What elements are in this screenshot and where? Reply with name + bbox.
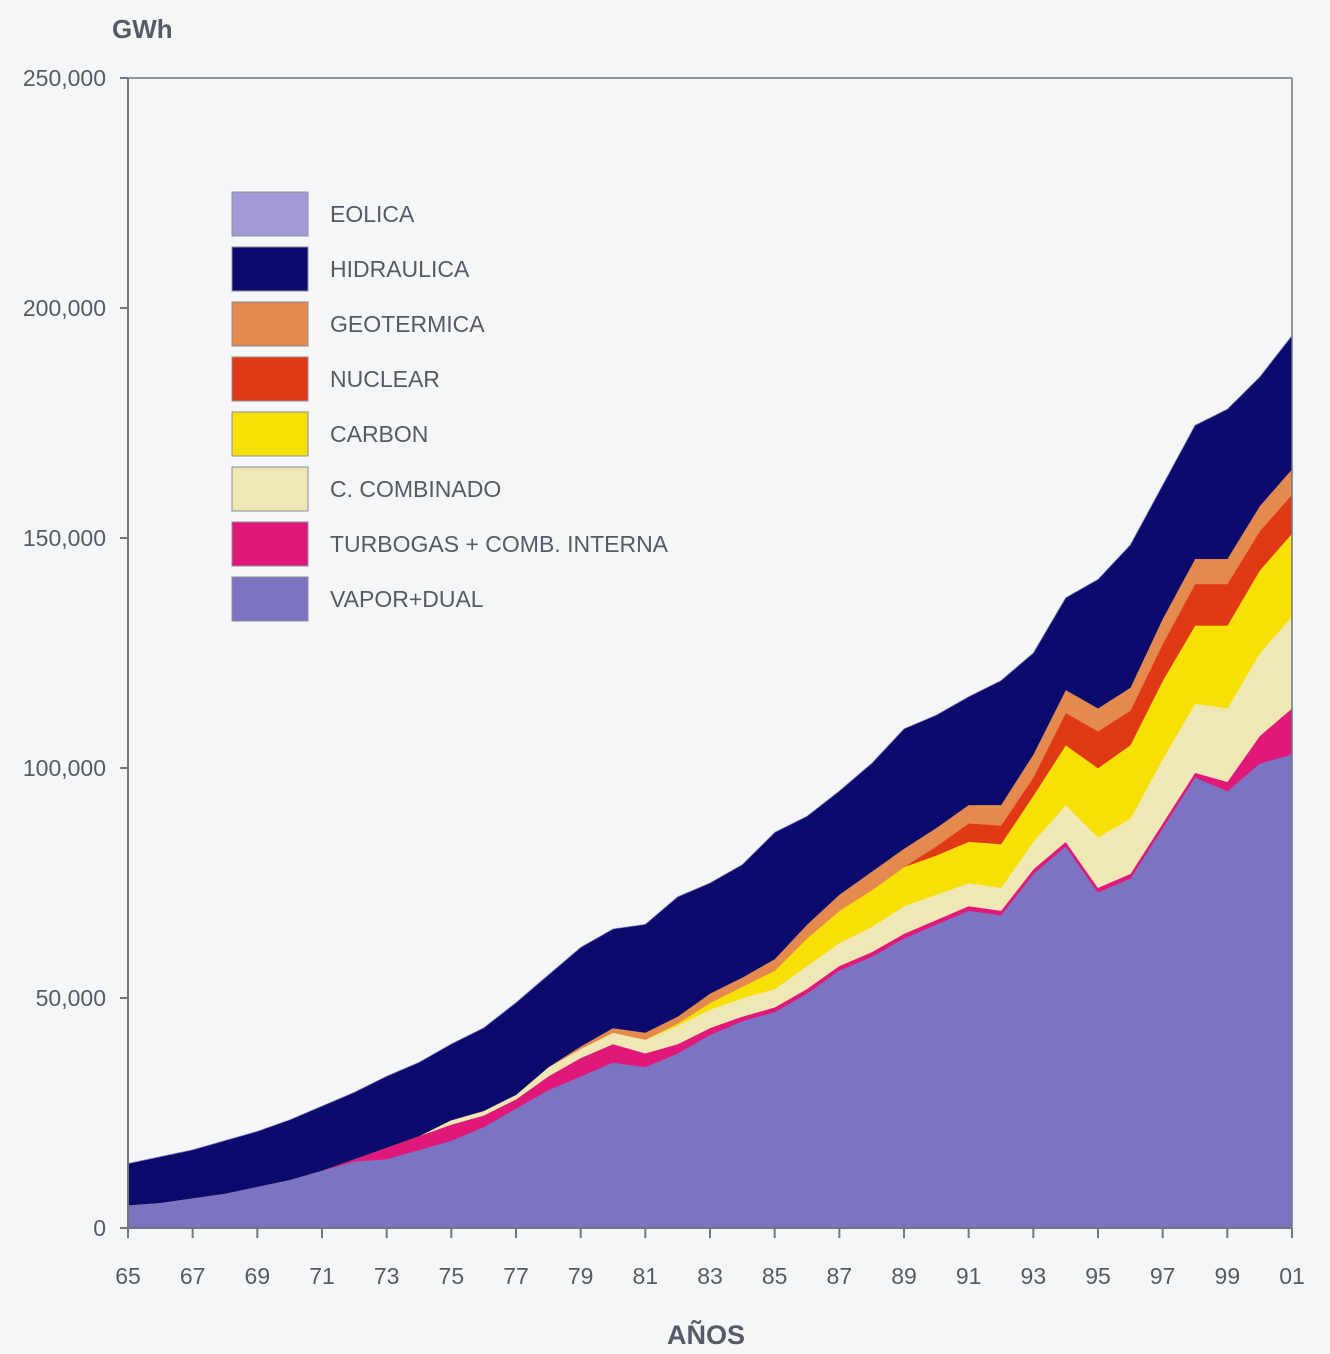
x-tick-label: 85 — [762, 1263, 788, 1289]
legend-label-geotermica: GEOTERMICA — [330, 311, 485, 337]
x-tick-label: 67 — [180, 1263, 206, 1289]
x-tick-label: 79 — [568, 1263, 594, 1289]
y-tick-label: 0 — [93, 1215, 106, 1241]
x-tick-label: 99 — [1215, 1263, 1241, 1289]
y-tick-label: 200,000 — [23, 295, 106, 321]
legend: EOLICA HIDRAULICA GEOTERMICA NUCLEAR CARBON C… — [231, 191, 669, 622]
legend-swatch-eolica — [231, 191, 309, 237]
x-axis-ticks: 65 67 69 71 73 75 77 79 81 83 85 87 89 91 93 95 97 99 01 — [115, 1228, 1305, 1289]
y-tick-label: 150,000 — [23, 525, 106, 551]
legend-label-vapor-dual: VAPOR+DUAL — [330, 586, 484, 612]
legend-swatch-geotermica — [231, 301, 309, 347]
legend-label-nuclear: NUCLEAR — [330, 366, 440, 392]
x-tick-label: 71 — [309, 1263, 335, 1289]
x-tick-label: 91 — [956, 1263, 982, 1289]
y-axis-unit: GWh — [112, 14, 173, 44]
x-tick-label: 73 — [374, 1263, 400, 1289]
y-tick-label: 250,000 — [23, 65, 106, 91]
x-tick-label: 97 — [1150, 1263, 1176, 1289]
legend-label-turbogas-comb-interna: TURBOGAS + COMB. INTERNA — [330, 531, 669, 557]
legend-label-carbon: CARBON — [330, 421, 428, 447]
x-tick-label: 69 — [245, 1263, 271, 1289]
x-tick-label: 89 — [891, 1263, 917, 1289]
x-tick-label: 77 — [503, 1263, 529, 1289]
x-axis-title: AÑOS — [667, 1319, 745, 1350]
legend-swatch-turbogas-comb-interna — [231, 521, 309, 567]
x-tick-label: 93 — [1021, 1263, 1047, 1289]
x-tick-label: 87 — [827, 1263, 853, 1289]
legend-label-c-combinado: C. COMBINADO — [330, 476, 501, 502]
legend-swatch-vapor-dual — [231, 576, 309, 622]
y-axis-ticks: 0 50,000 100,000 150,000 200,000 250,000 — [23, 65, 128, 1241]
legend-swatch-c-combinado — [231, 466, 309, 512]
x-tick-label: 65 — [115, 1263, 141, 1289]
y-tick-label: 100,000 — [23, 755, 106, 781]
x-tick-label: 95 — [1085, 1263, 1111, 1289]
legend-label-hidraulica: HIDRAULICA — [330, 256, 470, 282]
legend-swatch-nuclear — [231, 356, 309, 402]
x-tick-label: 75 — [439, 1263, 465, 1289]
y-tick-label: 50,000 — [36, 985, 106, 1011]
legend-label-eolica: EOLICA — [330, 201, 415, 227]
x-tick-label: 83 — [697, 1263, 723, 1289]
x-tick-label: 81 — [633, 1263, 659, 1289]
legend-swatch-carbon — [231, 411, 309, 457]
x-tick-label: 01 — [1279, 1263, 1305, 1289]
legend-swatch-hidraulica — [231, 246, 309, 292]
